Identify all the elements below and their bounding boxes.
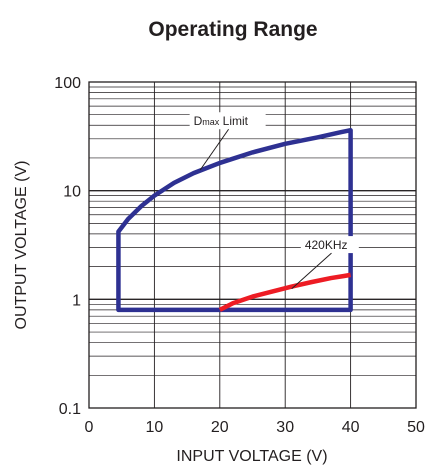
annotation-leader-line [199, 128, 230, 171]
series-layer [116, 127, 353, 313]
y-axis-label: OUTPUT VOLTAGE (V) [13, 161, 30, 330]
annotation-box [189, 112, 266, 130]
y-tick-label: 100 [54, 75, 81, 92]
x-tick-label: 20 [211, 419, 229, 436]
x-tick-label: 40 [342, 419, 360, 436]
annotation-dmax-limit: Dmax Limit [189, 112, 266, 171]
series-dmax-limit-line [116, 127, 353, 313]
x-tick-label: 30 [276, 419, 294, 436]
y-tick-labels: 0.1 1 10 100 [54, 75, 81, 418]
series-420khz-line [218, 272, 351, 312]
plot-frame [88, 81, 417, 409]
x-tick-labels: 0 10 20 30 40 50 [85, 419, 425, 436]
y-tick-label: 0.1 [59, 401, 81, 418]
annotation-leader-line [291, 252, 332, 290]
x-tick-label: 0 [85, 419, 94, 436]
y-tick-label: 10 [63, 184, 81, 201]
grid [89, 82, 416, 408]
annotation-label: Dmax Limit [194, 114, 249, 128]
x-tick-label: 50 [407, 419, 425, 436]
annotation-420khz: 420KHz [291, 236, 359, 290]
y-tick-label: 1 [72, 292, 81, 309]
x-tick-label: 10 [146, 419, 164, 436]
annotation-label: 420KHz [305, 238, 348, 252]
chart-title: Operating Range [148, 18, 317, 41]
x-axis-label: INPUT VOLTAGE (V) [176, 448, 327, 465]
annotation-box [300, 236, 359, 254]
annotations: Dmax Limit 420KHz [189, 112, 359, 290]
